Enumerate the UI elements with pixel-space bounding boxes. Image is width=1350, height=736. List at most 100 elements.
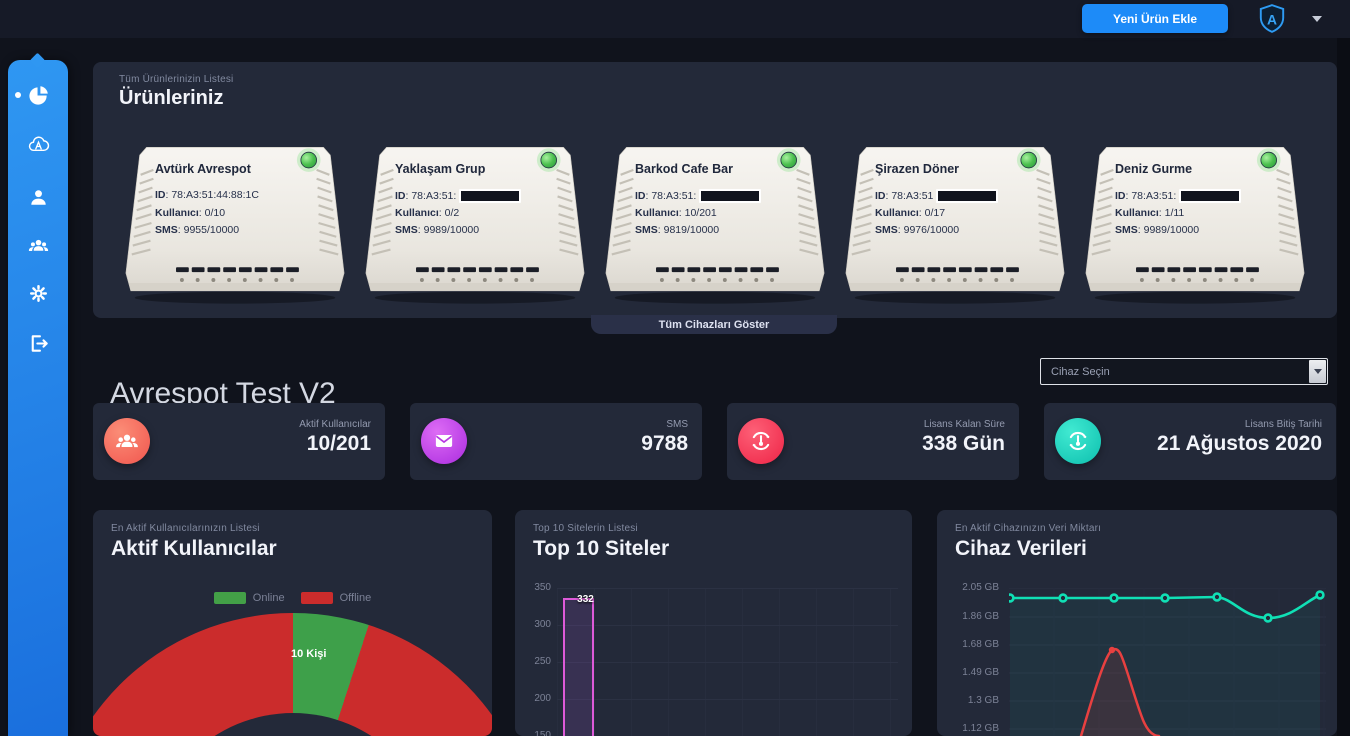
shield-logo-icon: A (1259, 4, 1285, 33)
id-label: ID (635, 189, 646, 202)
device-users-line: Kullanıcı: 10/201 (635, 207, 717, 219)
legend-label: Offline (339, 592, 372, 604)
users-label: Kullanıcı (875, 207, 919, 219)
device-users-line: Kullanıcı: 1/11 (1115, 207, 1185, 219)
legend-swatch-offline (300, 592, 333, 604)
legend-item-offline: Offline (300, 592, 372, 604)
sidebar-item-dashboard[interactable] (8, 77, 68, 113)
chart-subtitle: En Aktif Kullanıcılarınızın Listesi (111, 523, 260, 534)
chart-subtitle: Top 10 Sitelerin Listesi (533, 523, 638, 534)
device-sms-value: 9989/10000 (423, 224, 480, 236)
id-label: ID (395, 189, 406, 202)
y-axis-tick: 2.05 GB (962, 582, 999, 593)
sms-label: SMS (1115, 224, 1138, 236)
device-sms-line: SMS: 9955/10000 (155, 224, 240, 236)
device-name: Yaklaşam Grup (395, 162, 486, 176)
history-clock-icon (1055, 418, 1101, 464)
upload-spike-area (1081, 649, 1159, 736)
stat-label: Aktif Kullanıcılar (299, 419, 371, 430)
device-card[interactable]: Barkod Cafe Bar ID: 78:A3:51: Kullanıcı:… (599, 136, 831, 308)
topbar: Yeni Ürün Ekle A (0, 0, 1350, 38)
device-sms-value: 9819/10000 (663, 224, 720, 236)
router-device-image (1085, 146, 1305, 304)
bar-chart-plot-area: 332 (557, 588, 898, 736)
status-led-online (540, 151, 557, 169)
sidebar-item-user[interactable] (8, 179, 68, 215)
select-dropdown-arrow-icon[interactable] (1309, 360, 1326, 383)
device-id-line: ID: 78:A3:51:44:88:1C (155, 189, 259, 201)
device-sms-value: 9976/10000 (903, 224, 960, 236)
device-name: Barkod Cafe Bar (635, 162, 733, 176)
y-axis-tick: 1.49 GB (962, 667, 999, 678)
device-select-value: Cihaz Seçin (1051, 365, 1110, 378)
id-redaction-box (459, 189, 522, 203)
device-id-line: ID: 78:A3:51: (635, 189, 762, 203)
device-card[interactable]: Yaklaşam Grup ID: 78:A3:51: Kullanıcı: 0… (359, 136, 591, 308)
router-device-image (365, 146, 585, 304)
stat-label: Lisans Bitiş Tarihi (1244, 419, 1322, 430)
device-info: Barkod Cafe Bar ID: 78:A3:51: Kullanıcı:… (635, 162, 791, 236)
line-chart-plot-area (1005, 587, 1326, 736)
status-led-online (1260, 151, 1277, 169)
device-id-value: 78:A3:51: (1131, 189, 1177, 202)
user-icon (30, 189, 46, 205)
upload-peak-marker (1108, 646, 1116, 654)
device-card[interactable]: Deniz Gurme ID: 78:A3:51: Kullanıcı: 1/1… (1079, 136, 1311, 308)
stat-value: 10/201 (306, 432, 371, 455)
users-label: Kullanıcı (155, 207, 199, 219)
bar-332: 332 (563, 594, 594, 736)
device-sms-value: 9955/10000 (183, 224, 240, 236)
active-users-chart-panel: En Aktif Kullanıcılarınızın Listesi Akti… (93, 510, 492, 736)
legend-item-online: Online (213, 592, 285, 604)
status-led-online (300, 151, 317, 169)
sms-label: SMS (875, 224, 898, 236)
device-id-value: 78:A3:51 (891, 189, 934, 202)
add-product-button[interactable]: Yeni Ürün Ekle (1082, 4, 1228, 33)
cloud-logo-icon (28, 136, 49, 151)
stat-value: 21 Ağustos 2020 (1157, 432, 1322, 455)
device-info: Yaklaşam Grup ID: 78:A3:51: Kullanıcı: 0… (395, 162, 551, 236)
account-menu-caret-icon[interactable] (1312, 16, 1322, 22)
sms-label: SMS (395, 224, 418, 236)
chart-title: Aktif Kullanıcılar (111, 537, 277, 560)
stat-card-sms: SMS 9788 (410, 403, 702, 480)
chart-title: Top 10 Siteler (533, 537, 670, 560)
device-users-line: Kullanıcı: 0/2 (395, 207, 460, 219)
users-group-icon (104, 418, 150, 464)
sidebar-item-user-groups[interactable] (8, 227, 68, 263)
donut-chart (93, 613, 492, 736)
device-select[interactable]: Cihaz Seçin (1040, 358, 1328, 385)
device-card[interactable]: Şirazen Döner ID: 78:A3:51 Kullanıcı: 0/… (839, 136, 1071, 308)
sidebar-item-settings[interactable] (8, 275, 68, 311)
chart-legend: Online Offline (93, 592, 492, 604)
device-id-line: ID: 78:A3:51 (875, 189, 999, 203)
status-led-online (1020, 151, 1037, 169)
users-label: Kullanıcı (395, 207, 439, 219)
logout-icon (31, 334, 48, 352)
sidebar-item-cloud-account[interactable] (8, 127, 68, 163)
device-info: Deniz Gurme ID: 78:A3:51: Kullanıcı: 1/1… (1115, 162, 1271, 236)
sidebar (8, 52, 68, 736)
stat-card-license-days: Lisans Kalan Süre 338 Gün (727, 403, 1019, 480)
device-name: Deniz Gurme (1115, 162, 1193, 176)
show-all-devices-button[interactable]: Tüm Cihazları Göster (591, 315, 837, 334)
device-sms-line: SMS: 9989/10000 (1115, 224, 1200, 236)
y-axis-tick: 250 (534, 656, 551, 667)
history-clock-icon (738, 418, 784, 464)
y-axis-tick: 200 (534, 693, 551, 704)
stat-card-license-end-date: Lisans Bitiş Tarihi 21 Ağustos 2020 (1044, 403, 1336, 480)
sidebar-item-logout[interactable] (8, 325, 68, 361)
device-card[interactable]: Avtürk Avrespot ID: 78:A3:51:44:88:1C Ku… (119, 136, 351, 308)
user-avatar[interactable]: A (1256, 3, 1288, 35)
y-axis-tick: 1.68 GB (962, 639, 999, 650)
upload-spike-line (1079, 647, 1161, 736)
legend-label: Online (252, 592, 285, 604)
stat-label: SMS (666, 419, 688, 430)
device-data-chart-panel: En Aktif Cihazınızın Veri Miktarı Cihaz … (937, 510, 1337, 736)
download-series-area (1010, 595, 1320, 736)
chart-subtitle: En Aktif Cihazınızın Veri Miktarı (955, 523, 1102, 534)
y-axis-tick: 1.3 GB (967, 695, 999, 706)
device-info: Şirazen Döner ID: 78:A3:51 Kullanıcı: 0/… (875, 162, 1031, 236)
stat-card-active-users: Aktif Kullanıcılar 10/201 (93, 403, 385, 480)
